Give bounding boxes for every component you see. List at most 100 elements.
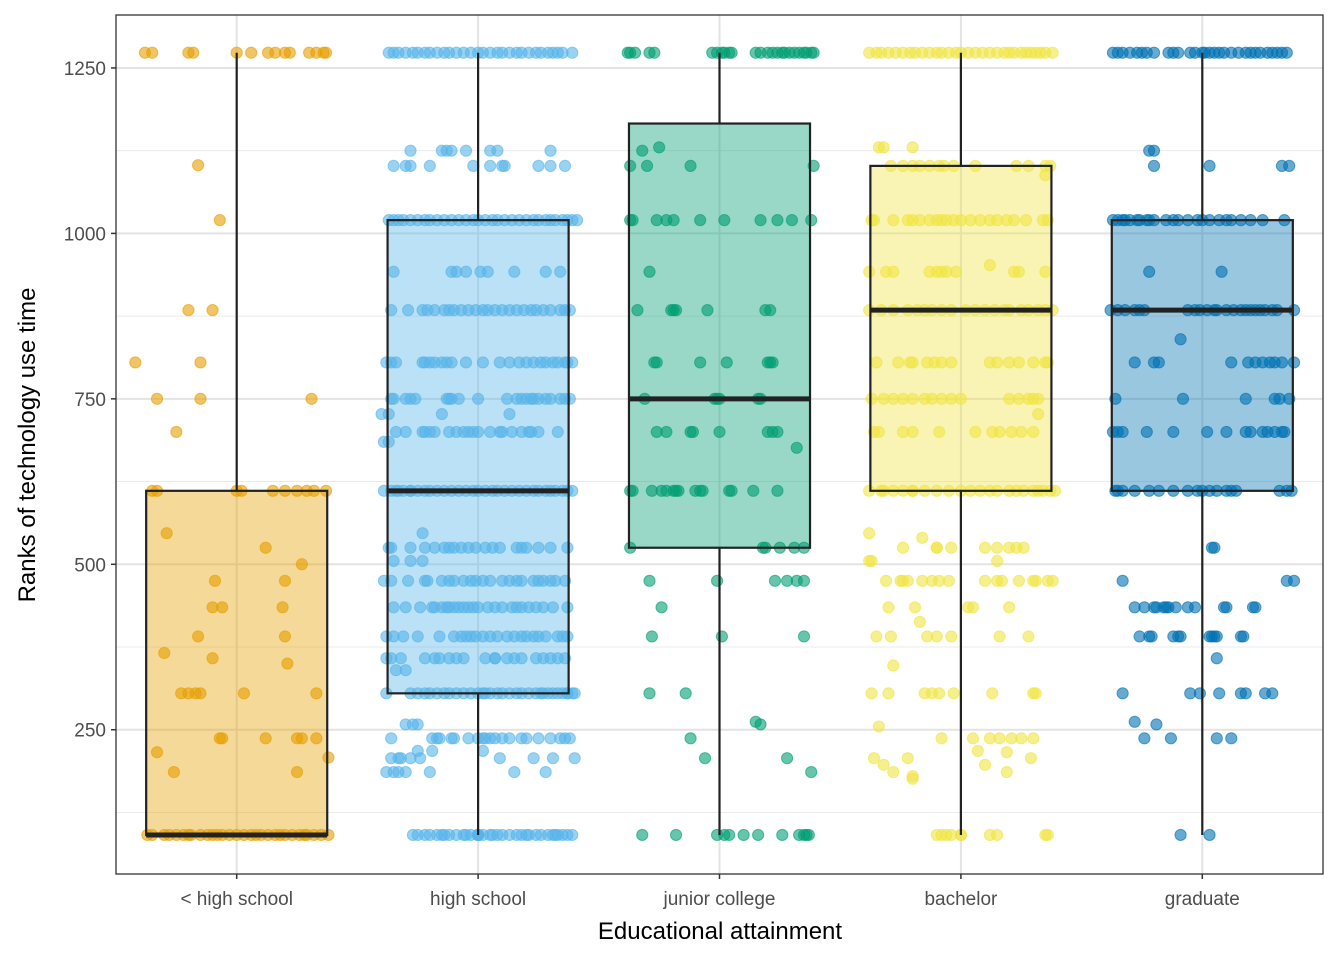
- data-point: [426, 744, 439, 758]
- data-point: [1249, 601, 1262, 614]
- data-point: [459, 144, 473, 157]
- data-point: [1210, 630, 1223, 643]
- data-point: [1169, 601, 1182, 614]
- data-point: [1278, 425, 1291, 439]
- data-point: [966, 732, 980, 745]
- data-point: [1225, 356, 1238, 369]
- data-point: [933, 425, 946, 439]
- data-point: [1029, 687, 1042, 700]
- data-point: [213, 732, 226, 745]
- data-point: [1128, 715, 1141, 728]
- data-point: [908, 601, 922, 614]
- data-point: [991, 828, 1004, 842]
- data-point: [1039, 265, 1052, 278]
- data-point: [1273, 392, 1286, 405]
- data-point: [399, 425, 412, 439]
- x-tick-label: graduate: [1165, 889, 1240, 910]
- data-point: [901, 574, 914, 587]
- data-point: [1007, 214, 1021, 227]
- data-point: [554, 265, 567, 278]
- data-point: [259, 732, 272, 745]
- data-point: [1203, 159, 1216, 172]
- data-point: [650, 356, 663, 369]
- data-point: [954, 392, 968, 405]
- data-point: [1225, 732, 1238, 745]
- data-point: [1215, 265, 1228, 278]
- y-tick-label: 250: [74, 721, 106, 742]
- data-point: [493, 752, 506, 765]
- data-point: [872, 425, 885, 439]
- data-point: [401, 574, 415, 587]
- data-point: [150, 392, 164, 405]
- data-point: [558, 159, 572, 172]
- data-point: [991, 541, 1004, 554]
- data-point: [747, 484, 760, 497]
- data-point: [1287, 574, 1301, 587]
- data-point: [1239, 687, 1252, 700]
- data-point: [945, 630, 958, 643]
- data-point: [278, 574, 292, 587]
- data-point: [433, 732, 446, 745]
- data-point: [1029, 574, 1042, 587]
- box-fill: [1111, 220, 1293, 491]
- data-point: [669, 304, 683, 317]
- data-point: [295, 732, 308, 745]
- data-point: [387, 265, 400, 278]
- data-point: [566, 46, 579, 59]
- data-point: [1220, 601, 1233, 614]
- data-point: [278, 630, 292, 643]
- data-point: [561, 541, 574, 554]
- data-point: [882, 601, 895, 614]
- data-point: [1012, 356, 1025, 369]
- data-point: [1210, 732, 1223, 745]
- data-point: [694, 356, 707, 369]
- data-point: [129, 356, 142, 369]
- data-point: [213, 214, 226, 227]
- data-point: [428, 425, 441, 439]
- data-point: [445, 144, 458, 157]
- data-point: [718, 214, 731, 227]
- data-point: [1138, 732, 1151, 745]
- y-tick-label: 750: [74, 390, 106, 411]
- data-point: [1150, 718, 1163, 731]
- data-point: [725, 484, 738, 497]
- data-point: [797, 574, 811, 587]
- data-point: [887, 659, 900, 672]
- data-point: [566, 828, 579, 842]
- data-point: [481, 265, 494, 278]
- data-point: [930, 541, 943, 554]
- data-point: [624, 159, 637, 172]
- data-point: [459, 828, 473, 842]
- data-point: [1174, 333, 1187, 346]
- data-point: [916, 531, 929, 544]
- data-point: [527, 752, 540, 765]
- data-point: [1027, 425, 1040, 439]
- data-point: [896, 541, 910, 554]
- data-point: [160, 527, 173, 540]
- data-point: [1128, 356, 1141, 369]
- data-point: [479, 732, 492, 745]
- data-point: [698, 752, 712, 765]
- data-point: [1012, 574, 1025, 587]
- data-point: [1015, 732, 1028, 745]
- data-point: [694, 214, 707, 227]
- data-point: [1213, 687, 1226, 700]
- data-point: [667, 214, 680, 227]
- data-point: [295, 558, 308, 571]
- data-point: [1012, 265, 1025, 278]
- data-point: [426, 601, 439, 614]
- data-point: [1116, 687, 1129, 700]
- data-point: [551, 425, 564, 439]
- data-point: [971, 744, 984, 758]
- data-point: [1041, 828, 1054, 842]
- x-tick-label: bachelor: [924, 889, 998, 910]
- data-point: [723, 828, 736, 842]
- data-point: [882, 687, 895, 700]
- data-point: [187, 46, 200, 59]
- data-point: [887, 265, 900, 278]
- data-point: [411, 718, 424, 731]
- data-point: [648, 46, 661, 59]
- data-point: [628, 46, 642, 59]
- data-point: [947, 687, 960, 700]
